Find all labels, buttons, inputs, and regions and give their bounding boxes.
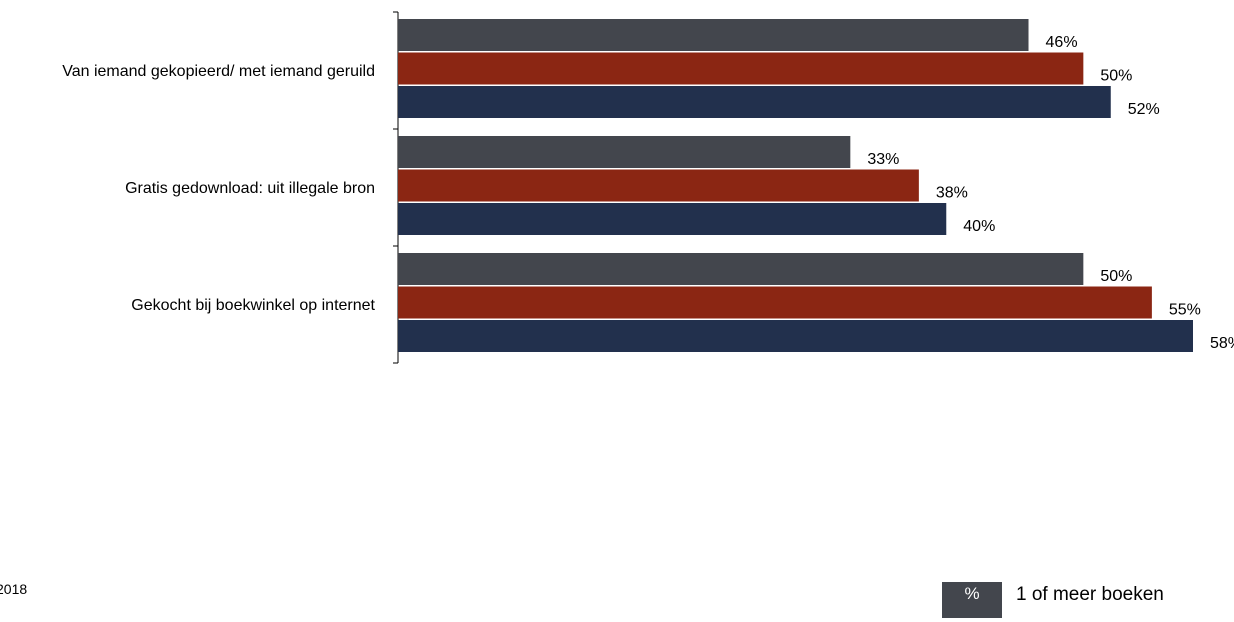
legend: % 1 of meer boeken [942, 582, 1164, 622]
bar [398, 19, 1029, 51]
bar [398, 203, 947, 235]
bar-value-label: 55% [1169, 302, 1201, 319]
bar [398, 136, 851, 168]
category-label: Gekocht bij boekwinkel op internet [131, 296, 375, 314]
bar [398, 286, 1152, 319]
bar-value-label: 46% [1046, 34, 1078, 51]
bar [398, 253, 1084, 285]
bar [398, 86, 1111, 118]
bar [398, 320, 1193, 352]
bar-value-label: 58% [1210, 335, 1234, 352]
bar-value-label: 50% [1100, 68, 1132, 85]
bar [398, 52, 1084, 85]
bar-chart: 46% 50% 52% 33% 38% 40% 50% 55% 58% [393, 11, 1234, 364]
bar-value-label: 40% [963, 218, 995, 235]
category-label: Van iemand gekopieerd/ met iemand geruil… [62, 62, 375, 80]
category-label: Gratis gedownload: uit illegale bron [125, 179, 375, 197]
bar-value-label: 38% [936, 185, 968, 202]
bar-value-label: 50% [1100, 268, 1132, 285]
legend-swatch: % [942, 582, 1002, 618]
bar-value-label: 52% [1128, 101, 1160, 118]
footer-note: 2018 [0, 581, 28, 597]
legend-label: 1 of meer boeken [1016, 584, 1164, 605]
bar-value-label: 33% [867, 151, 899, 168]
bar [398, 169, 919, 202]
